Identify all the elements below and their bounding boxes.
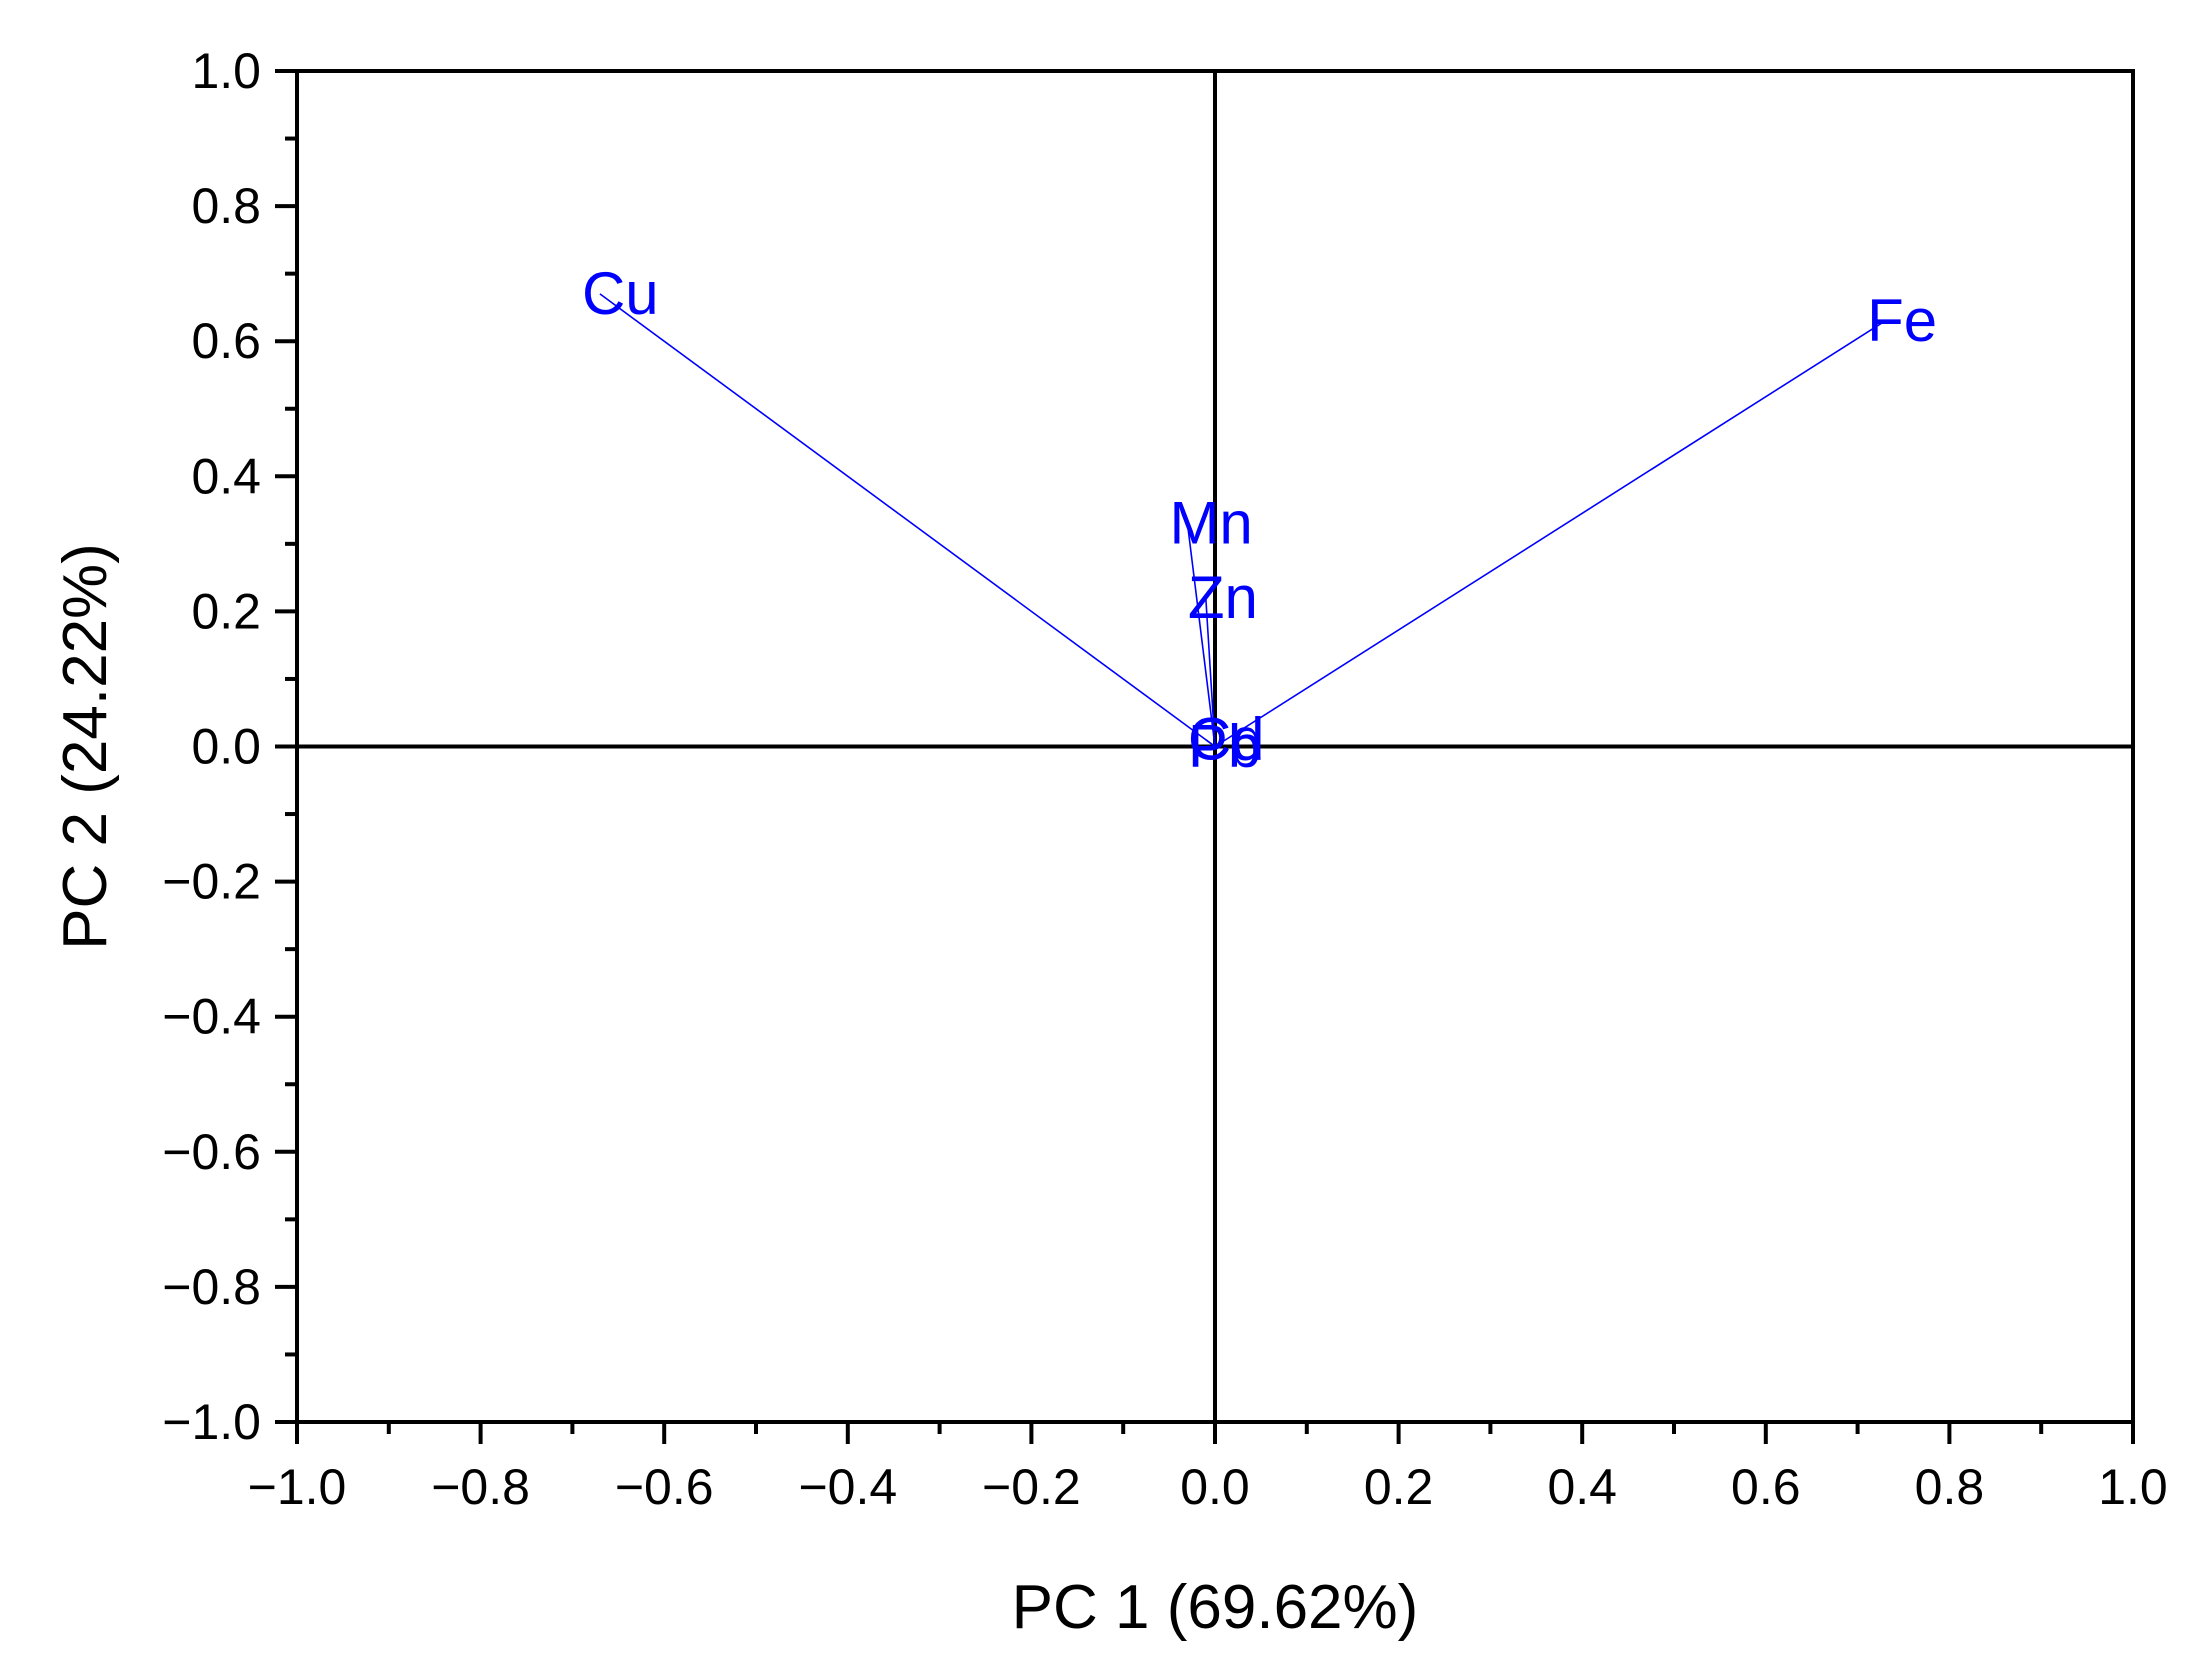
x-tick-label: 0.4 <box>1547 1459 1617 1515</box>
x-tick-labels: −1.0 −0.8 −0.6 −0.4 −0.2 0.0 0.2 0.4 0.6 0.8 1.0 <box>248 1459 2168 1515</box>
loading-vector-zn <box>1205 597 1216 747</box>
loading-vector-cd <box>1205 739 1216 748</box>
vector-label-cu: Cu <box>582 260 659 327</box>
y-tick-label: 0.6 <box>191 313 261 369</box>
x-tick-label: 1.0 <box>2098 1459 2168 1515</box>
y-tick-label: −0.4 <box>162 989 261 1045</box>
y-tick-label: 0.8 <box>191 178 261 234</box>
loading-vector-cu <box>599 293 1216 748</box>
y-tick-label: −0.2 <box>162 854 261 910</box>
x-axis-title: PC 1 (69.62%) <box>1012 1573 1419 1642</box>
x-tick-label: −0.2 <box>982 1459 1081 1515</box>
loading-vectors <box>599 293 1886 748</box>
loading-vector-fe <box>1214 320 1886 748</box>
y-tick-labels: 1.0 0.8 0.6 0.4 0.2 0.0 −0.2 −0.4 −0.6 −0.8 −1.0 <box>162 43 261 1450</box>
x-tick-label: −0.6 <box>615 1459 714 1515</box>
y-axis-title: PC 2 (24.22%) <box>51 543 120 950</box>
loading-vector-mn <box>1186 523 1216 747</box>
x-tick-label: −1.0 <box>248 1459 347 1515</box>
vector-label-cd: Cd <box>1188 706 1265 773</box>
y-tick-label: 0.0 <box>191 719 261 775</box>
y-tick-label: −1.0 <box>162 1394 261 1450</box>
x-tick-label: 0.8 <box>1915 1459 1985 1515</box>
x-tick-label: −0.4 <box>798 1459 897 1515</box>
y-tick-label: 1.0 <box>191 43 261 99</box>
x-tick-label: 0.6 <box>1731 1459 1801 1515</box>
y-tick-label: −0.8 <box>162 1259 261 1315</box>
x-tick-label: 0.0 <box>1180 1459 1250 1515</box>
vector-label-mn: Mn <box>1169 490 1252 557</box>
x-tick-label: −0.8 <box>431 1459 530 1515</box>
x-tick-label: 0.2 <box>1364 1459 1434 1515</box>
vector-label-fe: Fe <box>1867 287 1937 354</box>
vector-label-pb: Pb <box>1188 713 1261 780</box>
axis-ticks <box>275 69 2135 1444</box>
y-tick-label: 0.4 <box>191 448 261 504</box>
vector-label-zn: Zn <box>1188 564 1258 631</box>
y-tick-label: −0.6 <box>162 1124 261 1180</box>
y-tick-label: 0.2 <box>191 583 261 639</box>
